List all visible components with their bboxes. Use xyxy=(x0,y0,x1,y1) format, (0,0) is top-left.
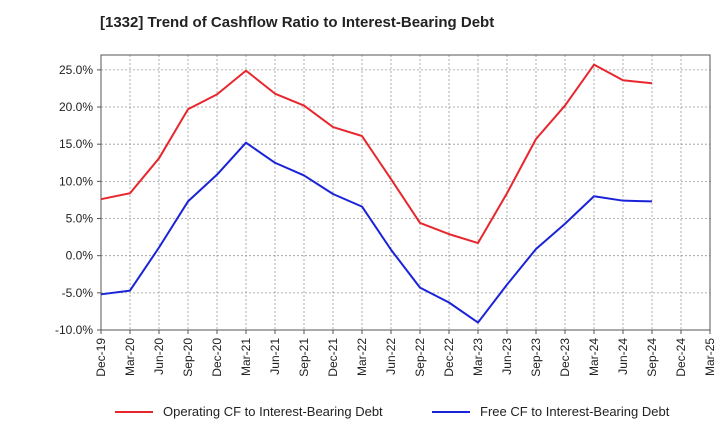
y-axis-ticks: -10.0% -5.0% 0.0% 5.0% 10.0% 15.0% 20.0% 25.0% xyxy=(55,63,101,337)
y-tick-label: -5.0% xyxy=(62,286,94,300)
x-tick-label: Jun-23 xyxy=(500,338,514,375)
y-tick-label: 15.0% xyxy=(59,137,93,151)
x-tick-label: Mar-24 xyxy=(587,338,601,376)
legend-item-operating: Operating CF to Interest-Bearing Debt xyxy=(115,404,383,419)
x-tick-label: Dec-21 xyxy=(326,338,340,377)
x-tick-label: Jun-20 xyxy=(152,338,166,375)
chart-title: [1332] Trend of Cashflow Ratio to Intere… xyxy=(100,14,495,31)
legend-label-free: Free CF to Interest-Bearing Debt xyxy=(480,404,670,419)
y-tick-label: -10.0% xyxy=(55,323,93,337)
x-tick-label: Dec-24 xyxy=(674,338,688,377)
x-tick-label: Jun-21 xyxy=(268,338,282,375)
y-tick-label: 10.0% xyxy=(59,174,93,188)
series-line-free-cf xyxy=(100,141,653,324)
plot-frame xyxy=(100,54,711,331)
x-tick-label: Dec-23 xyxy=(558,338,572,377)
x-tick-label: Dec-19 xyxy=(94,338,108,377)
x-tick-label: Mar-20 xyxy=(123,338,137,376)
x-tick-label: Jun-24 xyxy=(616,338,630,375)
x-tick-label: Sep-21 xyxy=(297,338,311,377)
series xyxy=(100,63,653,324)
series-line-operating-cf xyxy=(100,63,653,245)
x-tick-label: Sep-23 xyxy=(529,338,543,377)
y-tick-label: 25.0% xyxy=(59,63,93,77)
x-tick-label: Mar-25 xyxy=(703,338,717,376)
y-tick-label: 20.0% xyxy=(59,100,93,114)
x-tick-label: Sep-22 xyxy=(413,338,427,377)
x-tick-label: Mar-22 xyxy=(355,338,369,376)
y-tick-label: 0.0% xyxy=(66,249,94,263)
x-tick-label: Sep-24 xyxy=(645,338,659,377)
y-tick-label: 5.0% xyxy=(66,212,94,226)
legend-swatch-operating xyxy=(115,410,153,413)
x-tick-label: Jun-22 xyxy=(384,338,398,375)
legend-label-operating: Operating CF to Interest-Bearing Debt xyxy=(163,404,383,419)
x-axis-ticks: Dec-19 Mar-20 Jun-20 Sep-20 Dec-20 Mar-21 Jun-… xyxy=(94,330,717,377)
x-tick-label: Sep-20 xyxy=(181,338,195,377)
legend-item-free: Free CF to Interest-Bearing Debt xyxy=(432,404,669,419)
grid xyxy=(101,55,710,331)
x-tick-label: Dec-20 xyxy=(210,338,224,377)
x-tick-label: Dec-22 xyxy=(442,338,456,377)
legend: Operating CF to Interest-Bearing Debt Fr… xyxy=(0,404,720,426)
legend-swatch-free xyxy=(432,410,470,413)
x-tick-label: Mar-23 xyxy=(471,338,485,376)
x-tick-label: Mar-21 xyxy=(239,338,253,376)
